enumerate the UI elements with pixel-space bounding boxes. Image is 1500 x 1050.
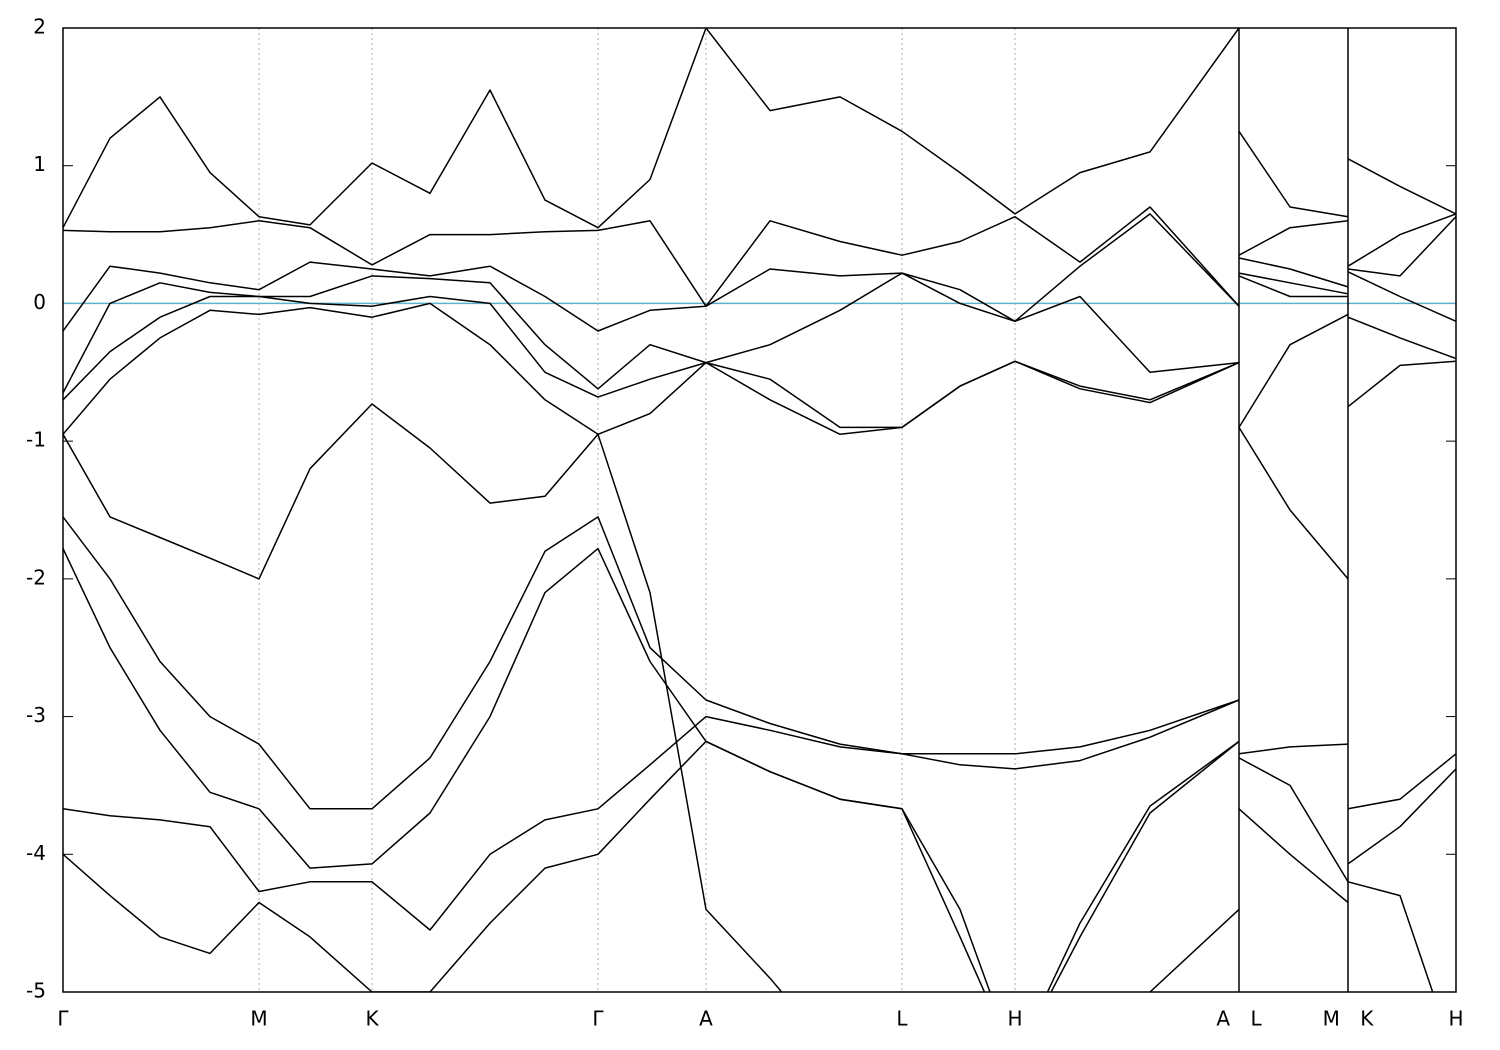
plot-frame — [62, 27, 1457, 993]
band-line — [63, 699, 1349, 931]
y-tick-label: 1 — [33, 152, 46, 176]
x-tick-label: H — [1448, 1007, 1463, 1031]
band-line — [63, 206, 1456, 307]
band-line — [63, 302, 1456, 436]
x-tick-label: A — [699, 1007, 713, 1031]
band-line — [63, 516, 1456, 810]
band-line — [63, 403, 1434, 992]
y-tick-label: -2 — [26, 565, 46, 589]
band-line — [63, 213, 1456, 332]
x-tick-label: M K — [1323, 1007, 1375, 1031]
grid — [62, 27, 1457, 993]
band-line — [63, 271, 1456, 394]
band-line — [63, 740, 1240, 992]
y-tick-label: -1 — [26, 428, 46, 452]
bands — [63, 28, 1456, 992]
x-tick-label: L — [896, 1007, 908, 1031]
tick-labels: -5 -4 -3 -2 -1 0 1 2 Γ M K Γ A L H A L M K H — [26, 15, 1463, 1031]
x-tick-label: H — [1007, 1007, 1022, 1031]
x-tick-label: M — [250, 1007, 267, 1031]
y-tick-label: 2 — [33, 15, 46, 39]
y-tick-label: -3 — [26, 703, 46, 727]
y-tick-label: 0 — [33, 290, 46, 314]
y-tick-label: -4 — [26, 841, 46, 865]
x-tick-label: Γ — [57, 1007, 69, 1031]
x-tick-label: A L — [1216, 1007, 1262, 1031]
x-tick-label: K — [365, 1007, 379, 1031]
band-line — [63, 275, 1456, 429]
y-tick-label: -5 — [26, 979, 46, 1003]
band-line — [63, 28, 1456, 229]
band-line — [63, 547, 1456, 992]
x-tick-label: Γ — [592, 1007, 604, 1031]
